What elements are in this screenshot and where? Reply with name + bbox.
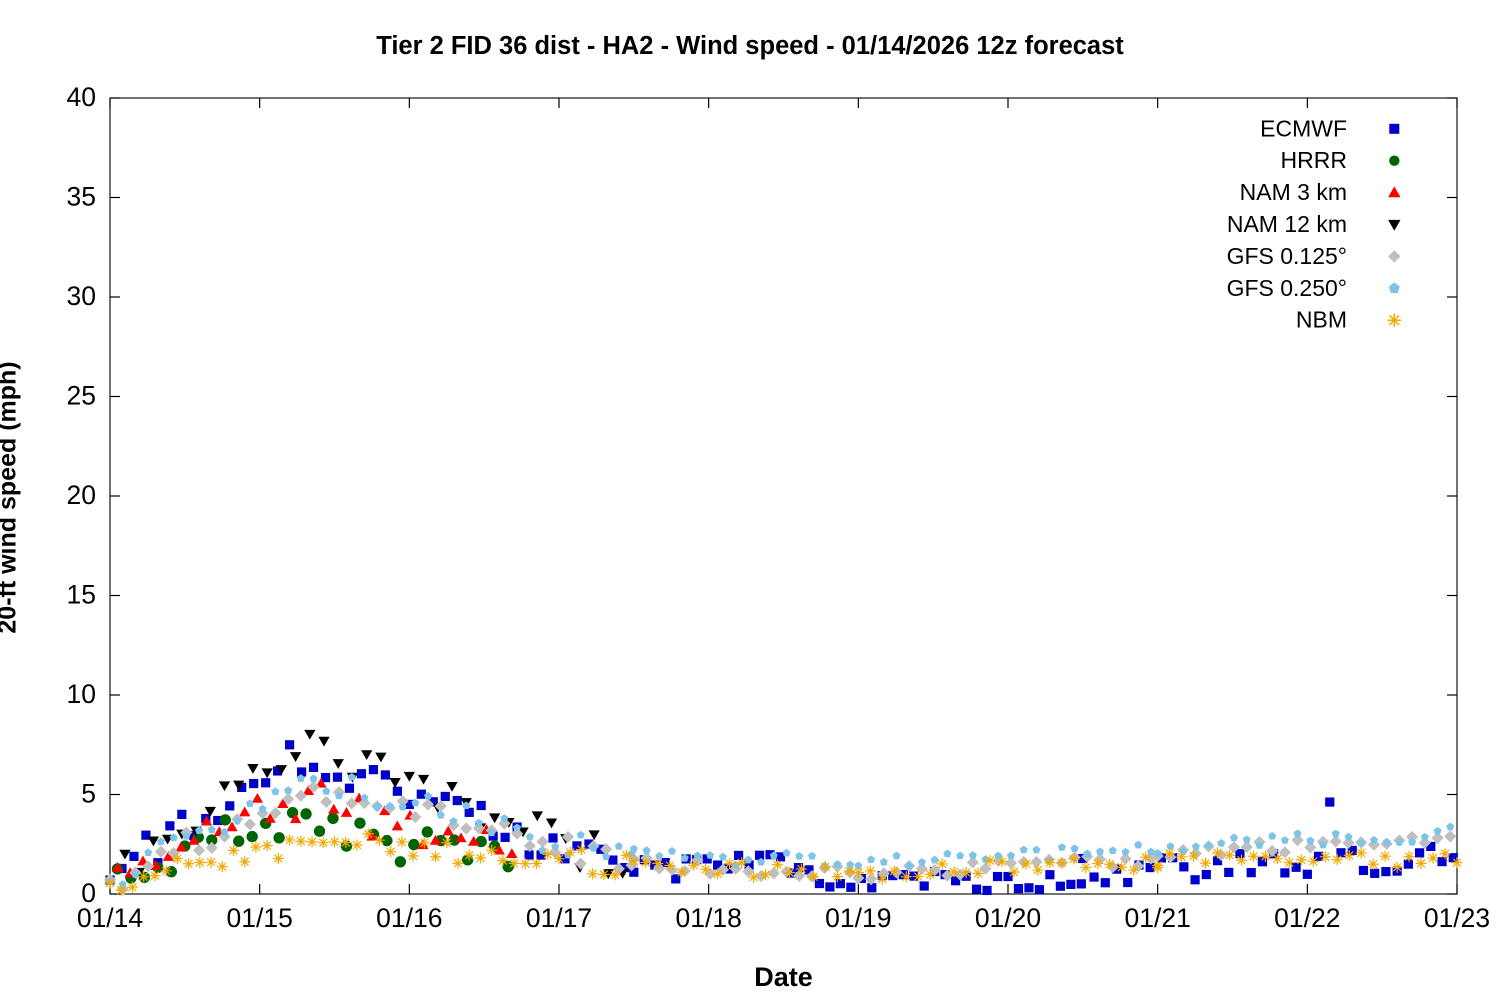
svg-text:01/18: 01/18 [676,903,742,933]
svg-text:01/17: 01/17 [526,903,592,933]
svg-text:01/15: 01/15 [227,903,293,933]
svg-text:15: 15 [67,580,96,610]
svg-text:01/14: 01/14 [77,903,143,933]
svg-text:10: 10 [67,679,96,709]
svg-text:01/23: 01/23 [1424,903,1490,933]
svg-text:GFS 0.125°: GFS 0.125° [1227,243,1347,269]
svg-text:20: 20 [67,480,96,510]
svg-text:30: 30 [67,281,96,311]
svg-text:NBM: NBM [1296,307,1347,333]
svg-text:01/21: 01/21 [1125,903,1191,933]
svg-text:NAM 12 km: NAM 12 km [1227,211,1347,237]
svg-text:01/16: 01/16 [376,903,442,933]
svg-text:01/22: 01/22 [1274,903,1340,933]
svg-text:NAM 3 km: NAM 3 km [1240,179,1347,205]
svg-text:40: 40 [67,82,96,112]
svg-text:ECMWF: ECMWF [1260,115,1347,141]
svg-text:HRRR: HRRR [1281,147,1347,173]
svg-text:GFS 0.250°: GFS 0.250° [1227,275,1347,301]
svg-text:25: 25 [67,381,96,411]
svg-text:35: 35 [67,182,96,212]
svg-text:01/19: 01/19 [825,903,891,933]
svg-text:01/20: 01/20 [975,903,1041,933]
svg-text:5: 5 [81,779,96,809]
